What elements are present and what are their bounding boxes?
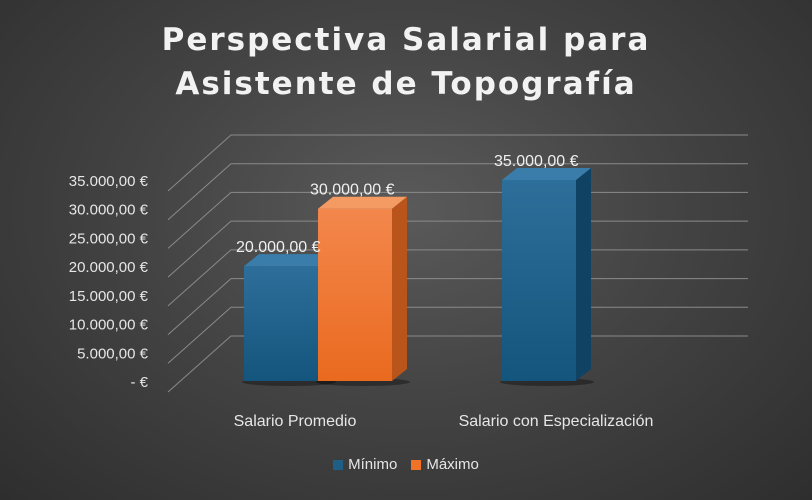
y-tick-label: 20.000,00 € [69,259,149,276]
y-tick-label: - € [130,374,148,391]
bar-side [576,168,591,381]
data-label: 35.000,00 € [494,153,579,170]
bar-front [502,180,576,381]
bar-front [244,266,318,381]
gridline [167,163,748,221]
y-tick-label: 25.000,00 € [69,230,149,247]
legend-label: Máximo [426,456,479,473]
x-tick-label: Salario Promedio [234,413,357,430]
bar-máximo-0 [316,196,410,386]
data-label: 30.000,00 € [310,182,395,199]
y-tick-label: 10.000,00 € [69,317,149,334]
y-tick-label: 30.000,00 € [69,202,149,219]
y-tick-label: 15.000,00 € [69,288,149,305]
gridline [167,134,748,192]
bar-front [318,208,392,381]
y-tick-label: 35.000,00 € [69,173,149,190]
legend-label: Mínimo [348,456,398,473]
bar-mínimo-1 [500,168,594,386]
bar-top [244,254,333,267]
legend: Mínimo Máximo [0,456,812,473]
legend-item: Mínimo [333,456,397,473]
bar-top [502,168,591,180]
legend-swatch [411,459,422,470]
x-tick-label: Salario con Especialización [459,413,654,430]
chart-title: Perspectiva Salarial para Asistente de T… [161,22,651,102]
data-label: 20.000,00 € [236,239,321,256]
y-tick-label: 5.000,00 € [77,345,149,362]
legend-swatch [333,459,344,470]
bar-top [318,196,407,209]
legend-item: Máximo [411,456,479,473]
bar-side [392,196,407,381]
